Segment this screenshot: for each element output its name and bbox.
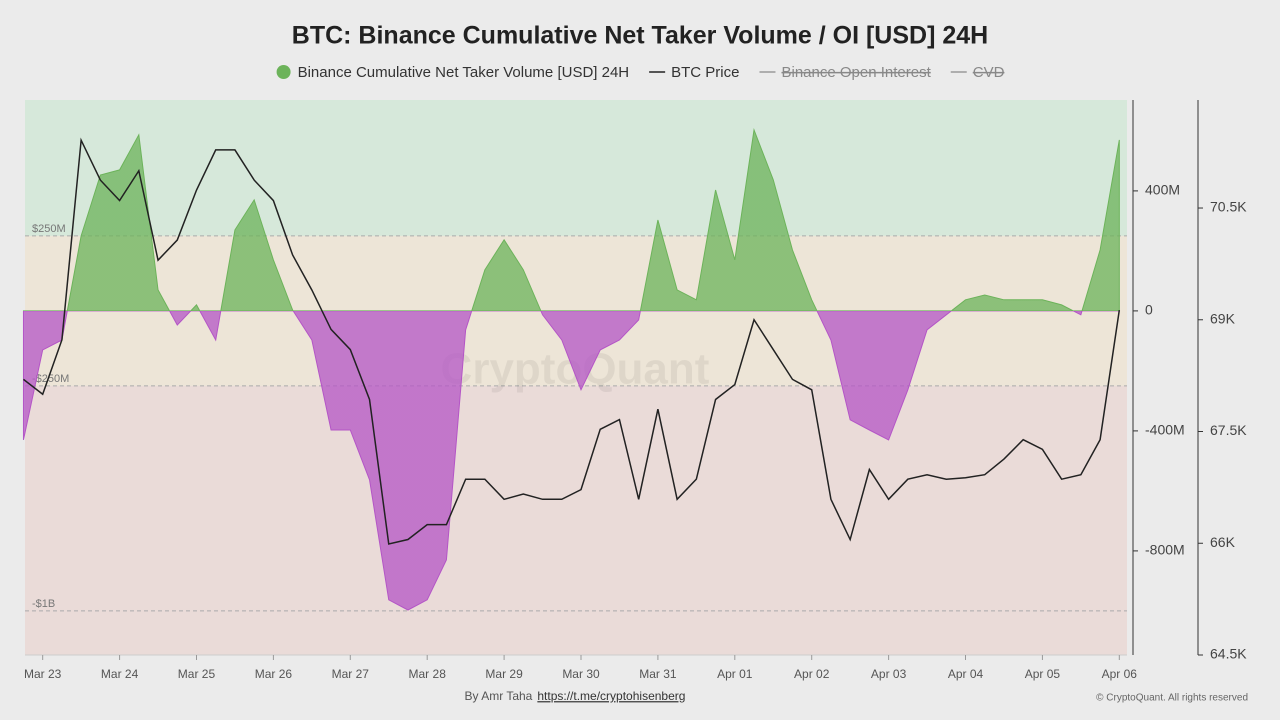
x-tick-label: Apr 03 [871,667,907,681]
x-tick-label: Mar 24 [101,667,139,681]
legend: Binance Cumulative Net Taker Volume [USD… [276,64,1005,81]
legend-label: Binance Open Interest [781,64,931,81]
legend-item[interactable]: Binance Open Interest [759,64,932,81]
chart-title: BTC: Binance Cumulative Net Taker Volume… [292,22,988,50]
y2-tick-label: 66K [1210,534,1236,550]
y2-tick-label: 64.5K [1210,646,1247,662]
zone-lower [25,385,1127,655]
x-tick-label: Mar 27 [332,667,370,681]
x-tick-label: Mar 30 [562,667,600,681]
y2-tick-label: 69K [1210,310,1236,326]
legend-marker [276,65,291,79]
x-tick-label: Apr 01 [717,667,753,681]
y-tick-label: -400M [1145,422,1185,438]
legend-item[interactable]: BTC Price [649,64,739,81]
x-tick-label: Mar 31 [639,667,677,681]
credit-link[interactable]: https://t.me/cryptohisenberg [537,689,685,703]
legend-label: CVD [973,64,1005,81]
y-tick-label: 0 [1145,302,1153,318]
legend-item[interactable]: CVD [950,64,1005,81]
price-line [23,137,1121,545]
legend-label: Binance Cumulative Net Taker Volume [USD… [298,64,630,81]
x-tick-label: Mar 29 [485,667,523,681]
y-tick-label: -800M [1145,542,1185,558]
x-tick-label: Apr 02 [794,667,830,681]
y-tick-label: 400M [1145,182,1180,198]
x-tick-label: Mar 25 [178,667,216,681]
x-tick-label: Apr 05 [1025,667,1061,681]
copyright: © CryptoQuant. All rights reserved [1096,693,1248,704]
y2-tick-label: 70.5K [1210,199,1247,215]
reference-label: -$250M [32,373,69,385]
x-tick-label: Apr 04 [948,667,984,681]
x-tick-label: Apr 06 [1102,667,1138,681]
legend-item[interactable]: Binance Cumulative Net Taker Volume [USD… [276,64,630,81]
credit: By Amr Taha [465,689,533,703]
x-tick-label: Mar 26 [255,667,293,681]
y2-tick-label: 67.5K [1210,422,1247,438]
x-tick-label: Mar 28 [409,667,447,681]
reference-label: -$1B [32,598,55,610]
legend-label: BTC Price [671,64,739,81]
reference-label: $250M [32,223,66,235]
zone-upper [25,100,1127,236]
net-taker-area [22,128,1120,611]
x-tick-label: Mar 23 [24,667,62,681]
